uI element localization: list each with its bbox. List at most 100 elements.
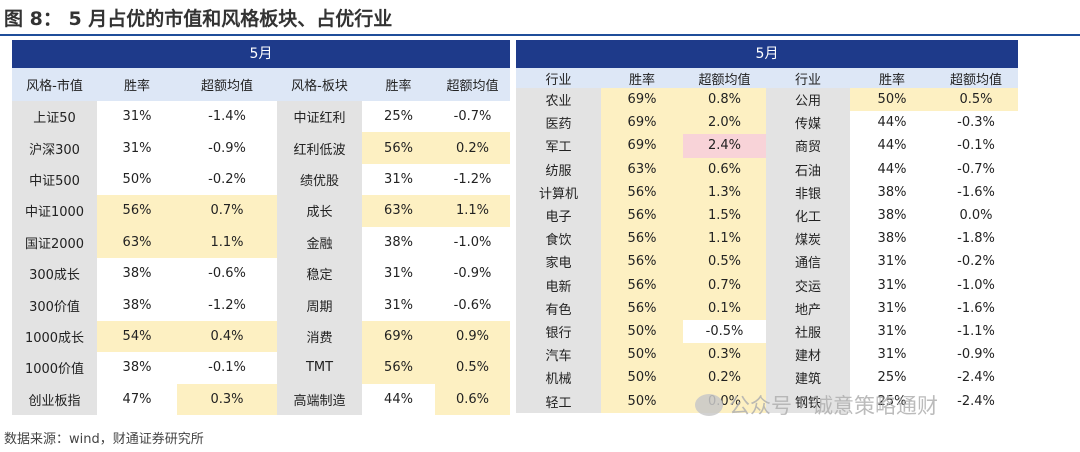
industry-table-cell: 56% (601, 250, 683, 274)
style-table-cell: 1000成长 (12, 320, 97, 353)
style-table-cell: 31% (384, 171, 413, 187)
style-table-cell: 47% (122, 391, 152, 407)
industry-table-row: 汽车 50% 0.3% 建材 31% -0.9% (516, 343, 1018, 367)
industry-table-cell: 非银 (766, 180, 850, 204)
style-table-cell: 54% (97, 320, 177, 353)
style-table-cell: 56% (362, 352, 435, 384)
style-table-row: 创业板指 47% 0.3% 高端制造 44% 0.6% (12, 383, 510, 415)
industry-table-row: 农业 69% 0.8% 公用 50% 0.5% (516, 88, 1018, 112)
industry-table-cell: -0.1% (957, 138, 995, 154)
industry-table: 行业 胜率 超额均值 行业 胜率 超额均值 农业 69% 0.8% 公用 50% 0.5% 医药 69%… (516, 68, 1018, 413)
style-table-cell: -0.9% (208, 140, 246, 156)
industry-table-cell: 石油 (766, 157, 850, 181)
industry-table-cell: 56% (601, 180, 683, 204)
industry-table-cell: -1.8% (957, 231, 995, 247)
style-table-cell: -0.7% (453, 109, 492, 125)
style-month-header: 5月 (12, 40, 510, 68)
style-table-cell: 38% (384, 234, 413, 250)
industry-table-cell: 2.0% (683, 111, 766, 135)
industry-table-cell: 44% (877, 115, 907, 131)
style-table-cell: 0.5% (435, 352, 510, 384)
style-table-cell: 1000价值 (12, 352, 97, 384)
industry-table-cell: 25% (877, 370, 907, 386)
industry-month-header: 5月 (516, 40, 1018, 68)
industry-table-cell: 31% (877, 347, 907, 363)
style-table-row: 沪深300 31% -0.9% 红利低波 56% 0.2% (12, 132, 510, 164)
industry-table-row: 纺服 63% 0.6% 石油 44% -0.7% (516, 157, 1018, 181)
industry-table-cell: -1.1% (957, 323, 995, 339)
industry-table-cell: 钢铁 (766, 389, 850, 413)
style-table-cell: 44% (384, 391, 413, 407)
style-table-cell: 绩优股 (277, 163, 362, 196)
style-table-row: 1000成长 54% 0.4% 消费 69% 0.9% (12, 320, 510, 353)
industry-table-cell: 69% (601, 111, 683, 135)
style-table-cell: 成长 (277, 195, 362, 227)
industry-table-cell: 31% (877, 277, 907, 293)
industry-table-cell: 机械 (516, 366, 601, 390)
industry-table-cell: 63% (601, 157, 683, 181)
industry-table-cell: 56% (601, 273, 683, 297)
industry-table-cell: 传媒 (766, 111, 850, 135)
figure-title: 图 8： 5 月占优的市值和风格板块、占优行业 (4, 8, 393, 30)
style-table-header-cell: 胜率 (97, 68, 177, 101)
style-table-cell: -1.4% (208, 109, 246, 125)
style-table-cell: 38% (122, 360, 152, 376)
industry-table-cell: 通信 (766, 250, 850, 274)
industry-table-cell: 0.5% (683, 250, 766, 274)
style-table-cell: 50% (122, 171, 152, 187)
industry-table-row: 银行 50% -0.5% 社服 31% -1.1% (516, 319, 1018, 344)
industry-table-cell: 社服 (766, 319, 850, 344)
style-table-header-cell: 风格-板块 (277, 68, 362, 101)
industry-table-cell: -2.4% (957, 370, 995, 386)
industry-table-cell: 38% (877, 208, 907, 224)
style-table-row: 中证500 50% -0.2% 绩优股 31% -1.2% (12, 163, 510, 196)
industry-table-cell: 1.1% (683, 227, 766, 251)
style-table-cell: 31% (384, 297, 413, 313)
industry-table-cell: -0.2% (957, 254, 995, 270)
style-table-cell: 0.3% (177, 383, 277, 415)
style-table-header-cell: 风格-市值 (12, 68, 97, 101)
style-table-header-cell: 超额均值 (177, 68, 277, 101)
style-table-cell: 38% (122, 266, 152, 282)
industry-table-cell: 公用 (766, 88, 850, 112)
industry-table-row: 食饮 56% 1.1% 煤炭 38% -1.8% (516, 227, 1018, 251)
industry-table-cell: -0.7% (957, 161, 995, 177)
industry-table-cell: 50% (601, 366, 683, 390)
industry-table-cell: -1.0% (957, 277, 995, 293)
industry-table-cell: 0.8% (683, 88, 766, 112)
watermark: 公众号 · 诚意策略通财 (695, 390, 938, 420)
industry-table-cell: -1.6% (957, 300, 995, 316)
style-table-cell: 1.1% (177, 226, 277, 258)
industry-table-cell: 有色 (516, 296, 601, 320)
style-table-cell: 0.6% (435, 383, 510, 415)
industry-table-cell: 化工 (766, 203, 850, 228)
industry-table-row: 军工 69% 2.4% 商贸 44% -0.1% (516, 134, 1018, 158)
style-table-cell: 周期 (277, 289, 362, 321)
style-table-cell: 1.1% (435, 195, 510, 227)
industry-table-cell: 38% (877, 184, 907, 200)
style-table-cell: 高端制造 (277, 383, 362, 415)
style-table-cell: 消费 (277, 320, 362, 353)
style-table-cell: 0.2% (435, 132, 510, 164)
industry-table-cell: 1.5% (683, 203, 766, 228)
industry-table-cell: 31% (877, 300, 907, 316)
industry-table-cell: 69% (601, 88, 683, 112)
style-table-cell: 中证红利 (277, 101, 362, 133)
style-table-cell: 300价值 (12, 289, 97, 321)
industry-table-cell: -0.3% (957, 115, 995, 131)
watermark-text: 公众号 · 诚意策略通财 (729, 394, 939, 418)
style-table-cell: -0.6% (453, 297, 492, 313)
style-table-cell: 300成长 (12, 257, 97, 290)
industry-table-cell: 农业 (516, 88, 601, 112)
style-table-cell: 0.9% (435, 320, 510, 353)
style-table-row: 上证50 31% -1.4% 中证红利 25% -0.7% (12, 101, 510, 133)
style-table-cell: 31% (122, 140, 152, 156)
style-table-cell: 中证1000 (12, 195, 97, 227)
industry-table-cell: 0.2% (683, 366, 766, 390)
style-table-cell: 沪深300 (12, 132, 97, 164)
industry-table-cell: 轻工 (516, 389, 601, 413)
industry-table-row: 医药 69% 2.0% 传媒 44% -0.3% (516, 111, 1018, 135)
industry-table-row: 机械 50% 0.2% 建筑 25% -2.4% (516, 366, 1018, 390)
industry-table-header-cell: 胜率 (850, 68, 934, 88)
industry-table-cell: 交运 (766, 273, 850, 297)
